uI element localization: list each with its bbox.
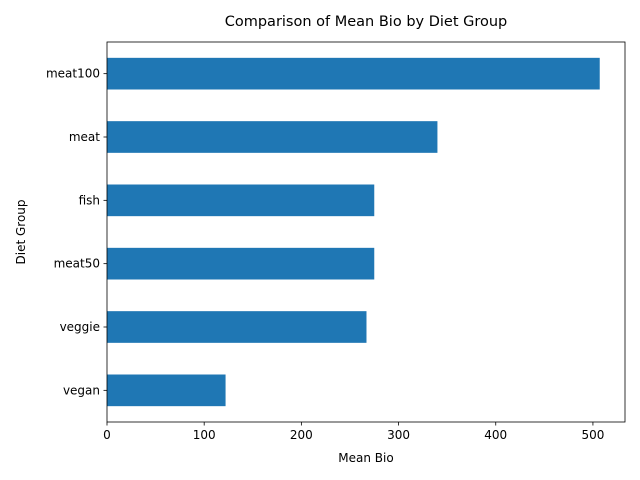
y-tick-label: meat100 xyxy=(46,67,100,81)
x-tick-label: 100 xyxy=(193,428,216,442)
bars-group xyxy=(107,57,600,407)
x-tick-label: 200 xyxy=(290,428,313,442)
bar-meat100 xyxy=(107,57,600,90)
x-axis-title: Mean Bio xyxy=(338,451,393,465)
y-axis-ticks: vegan veggie meat50 fish meat meat100 xyxy=(46,67,107,397)
y-tick-label: meat50 xyxy=(54,257,100,271)
x-tick-label: 400 xyxy=(484,428,507,442)
chart-title: Comparison of Mean Bio by Diet Group xyxy=(225,14,508,30)
y-tick-label: meat xyxy=(69,130,100,144)
x-axis-ticks: 0 100 200 300 400 500 xyxy=(103,422,604,442)
bar-meat xyxy=(107,121,438,153)
x-tick-label: 300 xyxy=(387,428,410,442)
bar-vegan xyxy=(107,374,226,407)
x-tick-label: 0 xyxy=(103,428,111,442)
y-tick-label: fish xyxy=(79,193,100,207)
bar-veggie xyxy=(107,311,367,343)
plot-frame xyxy=(106,41,626,423)
bar-meat50 xyxy=(107,247,375,280)
bar-fish xyxy=(107,184,375,217)
y-axis-title: Diet Group xyxy=(14,199,28,264)
y-tick-label: vegan xyxy=(63,383,100,397)
y-tick-label: veggie xyxy=(60,320,100,334)
x-tick-label: 500 xyxy=(581,428,604,442)
